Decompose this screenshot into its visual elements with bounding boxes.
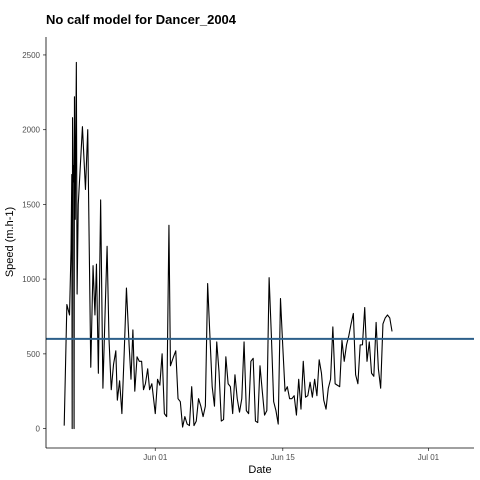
x-tick-label: Jun 01: [143, 453, 168, 462]
y-tick-label: 2000: [22, 126, 40, 135]
y-tick-label: 500: [27, 350, 41, 359]
x-axis-ticks: Jun 01 Jun 15 Jul 01: [143, 448, 440, 462]
y-tick-label: 0: [36, 425, 41, 434]
y-tick-label: 2500: [22, 51, 40, 60]
x-axis-title: Date: [248, 464, 271, 476]
x-tick-label: Jun 15: [271, 453, 296, 462]
y-tick-label: 1000: [22, 275, 40, 284]
speed-line: [63, 61, 393, 430]
y-axis-title: Speed (m.h-1): [4, 207, 16, 277]
y-axis-ticks: 0 500 1000 1500 2000 2500: [22, 51, 46, 434]
y-tick-label: 1500: [22, 200, 40, 209]
x-tick-label: Jul 01: [418, 453, 440, 462]
chart-title: No calf model for Dancer_2004: [46, 12, 237, 27]
series-layer: [63, 61, 393, 430]
